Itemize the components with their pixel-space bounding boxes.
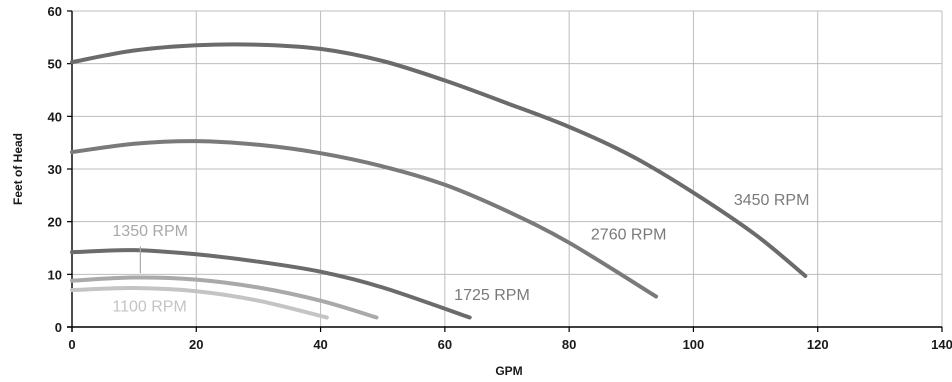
x-tick-label-40: 40 (313, 337, 327, 352)
series-line-3450-rpm (70, 42, 808, 278)
axes (67, 10, 943, 332)
y-tick-label-30: 30 (48, 162, 62, 177)
x-tick-label-120: 120 (807, 337, 829, 352)
x-tick-label-0: 0 (68, 337, 75, 352)
tick-labels: 0 10 20 30 40 50 60 0 20 40 60 80 100 120 140 (48, 4, 952, 352)
series-label-1725-rpm: 1725 RPM (454, 287, 530, 304)
y-tick-label-10: 10 (48, 267, 62, 282)
x-tick-label-100: 100 (683, 337, 705, 352)
series-labels: 3450 RPM 2760 RPM 1725 RPM 1350 RPM 1100 RPM (112, 192, 809, 316)
series-line-1100-rpm (70, 285, 329, 320)
y-tick-label-20: 20 (48, 215, 62, 230)
series-line-1725-rpm (70, 248, 472, 320)
series-label-3450-rpm: 3450 RPM (734, 192, 810, 209)
x-tick-label-80: 80 (562, 337, 576, 352)
y-tick-label-50: 50 (48, 57, 62, 72)
series-lines (70, 42, 808, 320)
series-label-1350-rpm: 1350 RPM (112, 223, 188, 240)
x-tick-label-140: 140 (931, 337, 952, 352)
x-tick-label-60: 60 (438, 337, 452, 352)
series-line-1350-rpm (70, 275, 379, 320)
y-tick-label-40: 40 (48, 109, 62, 124)
grid-lines (72, 10, 943, 327)
y-axis-label: Feet of Head (11, 133, 25, 205)
series-line-2760-rpm (70, 139, 659, 299)
x-axis-label: GPM (495, 364, 522, 378)
x-tick-label-20: 20 (189, 337, 203, 352)
series-label-1100-rpm: 1100 RPM (112, 299, 186, 316)
series-label-2760-rpm: 2760 RPM (591, 227, 667, 244)
y-tick-label-0: 0 (55, 320, 62, 335)
y-tick-label-60: 60 (48, 4, 62, 19)
